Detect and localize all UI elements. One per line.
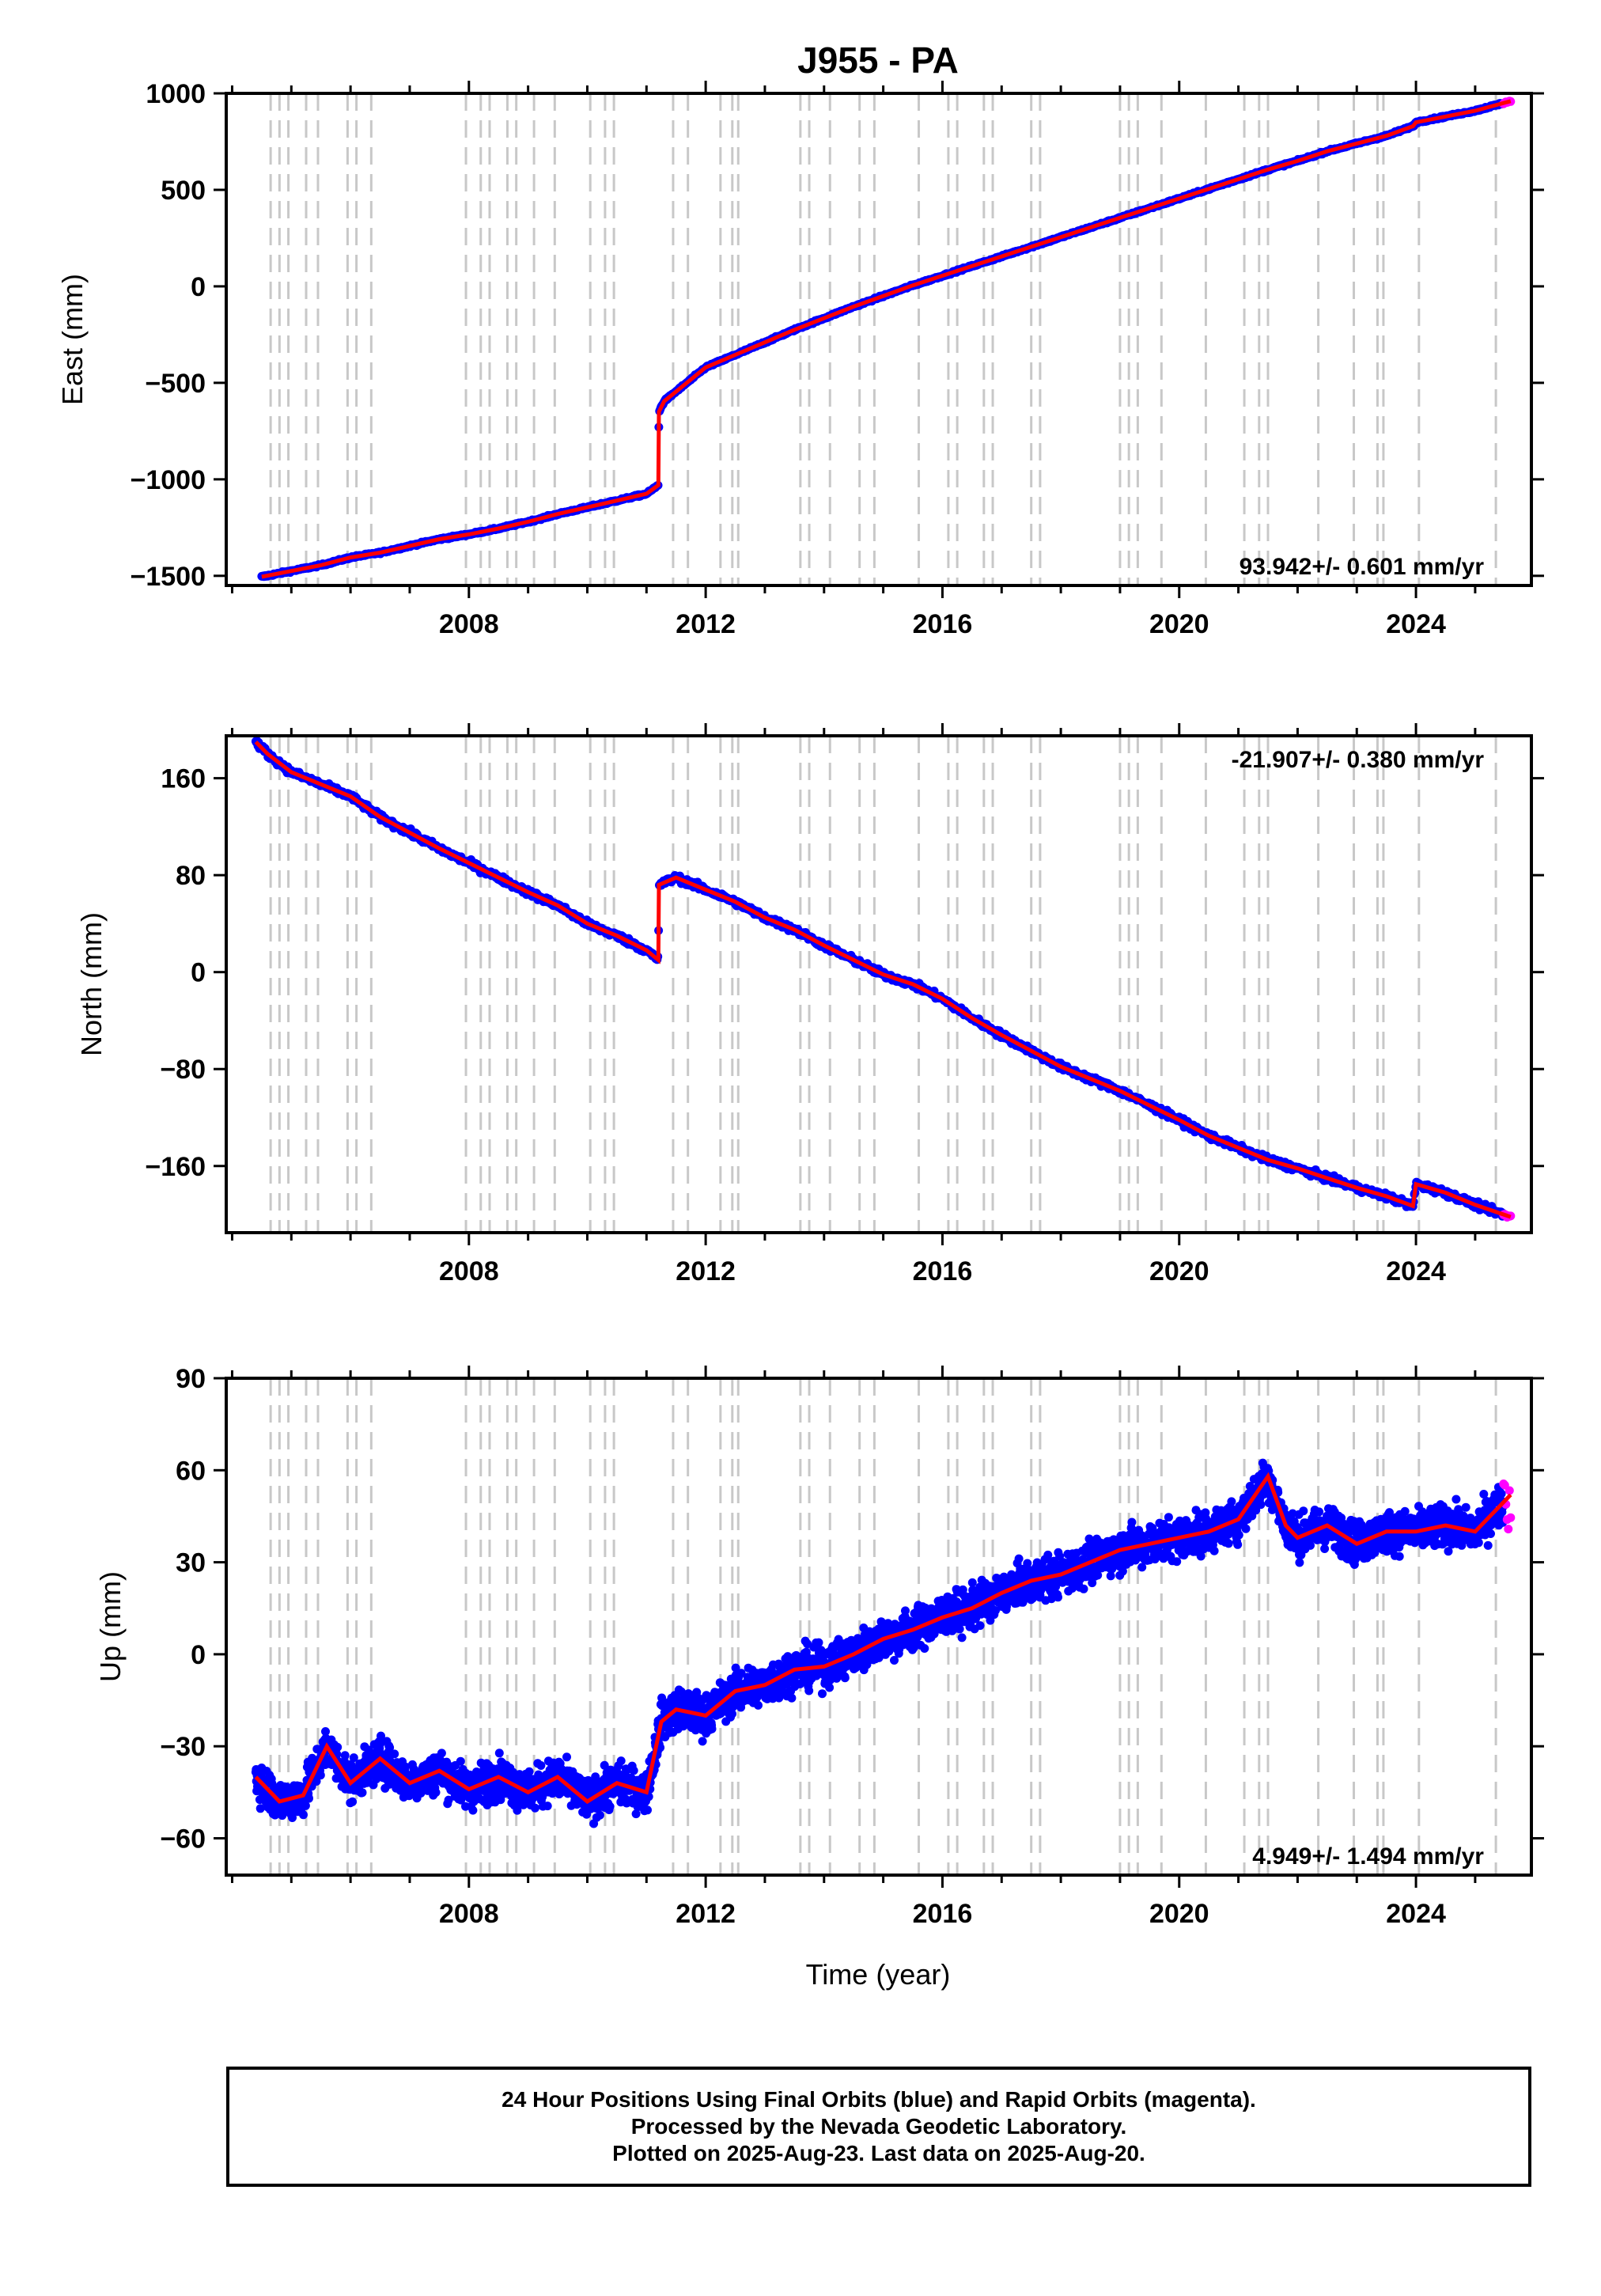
y-tick-label: −500 (145, 369, 206, 399)
data-points (251, 737, 1516, 1222)
data-point (629, 1766, 638, 1775)
x-tick-label: 2024 (1386, 609, 1446, 639)
data-point (385, 1743, 395, 1752)
x-tick-label: 2020 (1149, 609, 1209, 639)
data-point (321, 1727, 330, 1736)
data-point (631, 1809, 641, 1819)
panel-east: 2008 2012 2016 2020 2024 −1500 −1000 −500 0 500 10… (56, 79, 1544, 639)
data-point (305, 1794, 313, 1803)
x-tick-label: 2024 (1386, 1256, 1446, 1286)
data-point (431, 1788, 441, 1797)
data-point (358, 1788, 367, 1798)
x-tick-label: 2012 (676, 609, 736, 639)
data-point (340, 1751, 350, 1760)
data-point (312, 1777, 321, 1786)
y-tick-label: 0 (191, 272, 206, 302)
data-point (562, 1752, 571, 1762)
data-point (288, 1813, 297, 1822)
y-tick-label: −160 (145, 1152, 206, 1182)
data-point (390, 1749, 399, 1759)
data-point (333, 1742, 343, 1752)
data-point (600, 1760, 609, 1770)
event-lines (269, 93, 1497, 585)
y-tick-label: 80 (176, 861, 206, 891)
data-point (531, 1803, 539, 1813)
data-point (616, 1756, 626, 1766)
data-point (301, 1801, 310, 1810)
plot-frame (225, 734, 1533, 1234)
data-point (536, 1761, 546, 1770)
x-tick-label: 2012 (676, 1256, 736, 1286)
y-tick-label: 160 (161, 764, 206, 794)
chart-title: J955 - PA (797, 40, 959, 81)
x-tick-label: 2008 (439, 609, 499, 639)
data-point (494, 1749, 504, 1758)
data-point (493, 1764, 502, 1774)
data-point (348, 1797, 358, 1806)
y-axis-title: North (mm) (75, 912, 108, 1056)
y-tick-label: 1000 (146, 79, 206, 109)
y-tick-label: 0 (191, 958, 206, 988)
data-point (316, 1771, 325, 1780)
rate-annotation: -21.907+/- 0.380 mm/yr (1232, 747, 1485, 773)
x-tick-label: 2020 (1149, 1256, 1209, 1286)
model-line (261, 99, 1512, 579)
model-line (254, 740, 1512, 1219)
data-point (515, 1770, 524, 1779)
y-tick-label: 500 (161, 176, 206, 206)
plot-frame (225, 92, 1533, 587)
event-lines (269, 736, 1497, 1233)
x-tick-label: 2016 (913, 1256, 973, 1286)
x-tick-label: 2008 (439, 1256, 499, 1286)
data-points (257, 97, 1516, 582)
data-point (377, 1731, 385, 1741)
data-point (524, 1767, 534, 1776)
rate-annotation: 93.942+/- 0.601 mm/yr (1240, 554, 1485, 580)
y-tick-label: −1500 (131, 562, 206, 592)
data-point (456, 1756, 465, 1766)
data-point (605, 1802, 615, 1811)
data-point (401, 1762, 411, 1771)
y-tick-label: −80 (160, 1055, 206, 1085)
data-point (543, 1802, 552, 1811)
y-tick-label: −1000 (131, 465, 206, 495)
data-point (468, 1805, 478, 1815)
data-point (349, 1753, 358, 1763)
data-point (595, 1810, 604, 1820)
data-point (299, 1810, 308, 1820)
data-point (444, 1795, 453, 1805)
panel-north: 2008 2012 2016 2020 2024 −160 −80 0 80 160 North (… (75, 723, 1544, 1286)
data-point (255, 1804, 265, 1813)
x-tick-label: 2016 (913, 609, 973, 639)
data-points (251, 1458, 1516, 1828)
data-point (376, 1739, 385, 1749)
data-point (437, 1749, 446, 1758)
y-axis-title: East (mm) (56, 274, 89, 405)
